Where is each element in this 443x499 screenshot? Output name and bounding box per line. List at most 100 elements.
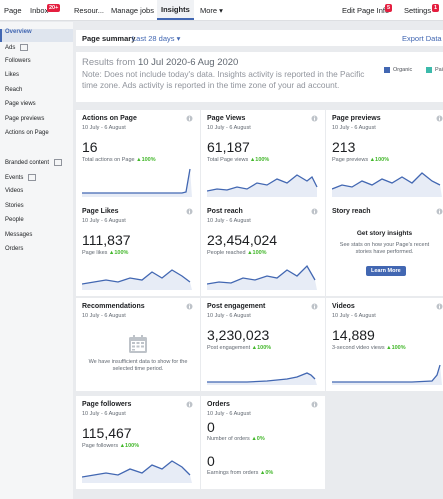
info-icon[interactable] [311,115,318,122]
metric-value: 0 [207,419,215,435]
date-range[interactable]: Last 28 days ▾ [132,34,181,43]
card-date: 10 July - 6 August [82,218,126,224]
card-value: 16 [82,139,98,155]
sidebar-item[interactable]: Followers [5,58,31,64]
card: Page followers 10 July - 6 August 115,467 P… [76,396,200,489]
change: ▲100% [119,443,140,449]
card-date: 10 July - 6 August [82,125,126,131]
nav-item[interactable]: More ▾ [200,6,223,15]
change: ▲0% [251,436,265,442]
info-icon[interactable] [311,303,318,310]
card-label: Page likes ▲100% [82,250,128,256]
info-icon[interactable] [186,115,193,122]
sidebar-item[interactable]: People [5,217,24,223]
card-label: Total Page views ▲100% [207,157,269,163]
sidebar-item[interactable]: Stories [5,203,24,209]
sparkline [82,269,192,290]
metric-label: Page likes [82,250,108,256]
card-title: Page followers [82,401,132,408]
story-heading: Get story insights [356,230,413,237]
change: ▲100% [251,345,272,351]
metric-label: 3-second video views [332,345,385,351]
metric-row: Number of orders ▲0% [207,436,265,442]
card: Post reach 10 July - 6 August 23,454,024 Pe… [201,203,325,296]
sidebar: Overview Ads Followers Likes Reach Page views… [0,22,73,499]
calendar-icon [129,335,147,353]
sidebar-item[interactable]: Actions on Page [5,130,49,136]
card: Page Views 10 July - 6 August 61,187 Total … [201,110,325,203]
metric-label: Total actions on Page [82,157,135,163]
sidebar-item[interactable]: Messages [5,232,33,238]
card: Post engagement 10 July - 6 August 3,230,0… [201,298,325,391]
results-panel: Results from 10 Jul 2020-6 Aug 2020 Note:… [76,52,443,102]
results-dates: 10 Jul 2020-6 Aug 2020 [137,57,239,68]
sparkline [207,264,317,290]
card-title: Story reach [332,208,371,215]
info-icon[interactable] [186,303,193,310]
sidebar-item[interactable]: Branded content [5,159,63,166]
sidebar-item[interactable]: Videos [5,188,24,194]
summary-bar: Page summary Last 28 days ▾ Export Data [76,30,443,46]
sidebar-item[interactable]: Page previews [5,116,45,122]
card-value: 61,187 [207,139,250,155]
sidebar-item[interactable]: Likes [5,72,20,78]
card-title: Recommendations [82,303,145,310]
card-title: Actions on Page [82,115,137,122]
sidebar-item[interactable]: Page views [5,101,36,107]
sidebar-item[interactable]: Ads [5,44,29,51]
metric-value: 0 [207,453,215,469]
metric-label: Page followers [82,443,119,449]
legend-swatch [384,67,390,73]
card-title: Videos [332,303,355,310]
change: ▲100% [249,157,270,163]
card-value: 23,454,024 [207,232,278,248]
nav-item[interactable]: Page [4,6,22,15]
card-title: Orders [207,401,230,408]
card: Story reach Get story insights See stats o… [326,203,443,296]
sidebar-item[interactable]: Orders [5,246,24,252]
insufficient-text: We have insufficient data to show for th… [88,359,188,372]
card-date: 10 July - 6 August [332,313,376,319]
change: ▲100% [386,345,406,351]
card-value: 213 [332,139,356,155]
selected-bg [0,29,73,42]
sidebar-item[interactable]: Events [5,174,37,181]
info-icon[interactable] [186,208,193,215]
info-icon[interactable] [311,401,318,408]
metric-label: Page previews [332,157,369,163]
card: Actions on Page 10 July - 6 August 16 Total… [76,110,200,203]
nav-item[interactable]: Insights [157,0,194,20]
export[interactable]: Export Data [402,34,442,43]
info-icon[interactable] [436,303,443,310]
card-title: Page Likes [82,208,119,215]
card-date: 10 July - 6 August [207,411,251,417]
sparkline [207,174,318,197]
sparkline [82,460,192,483]
sparkline [332,364,442,385]
badge: 20+ [47,4,61,12]
sparkline [82,168,192,197]
learn-more-button[interactable]: Learn More [366,266,406,276]
sidebar-item[interactable]: Overview [5,29,32,35]
card: Page Likes 10 July - 6 August 111,837 Page … [76,203,200,296]
nav-item[interactable]: Settings [404,6,432,15]
legend-label: Paid [435,67,443,73]
card-title: Post reach [207,208,243,215]
nav-item[interactable]: Resour... [74,6,105,15]
card-date: 10 July - 6 August [82,313,126,319]
card-title: Page previews [332,115,381,122]
metric-label: Number of orders [207,436,250,442]
nav-item[interactable]: Edit Page Info [342,6,390,15]
metric-row: Earnings from orders ▲0% [207,470,273,476]
sidebar-item[interactable]: Reach [5,87,23,93]
nav-item[interactable]: Manage jobs [111,6,154,15]
sparkline [332,172,442,197]
nav-item[interactable]: Inbox [30,6,49,15]
info-icon[interactable] [311,208,318,215]
card-date: 10 July - 6 August [207,125,251,131]
metric-label: People reached [207,250,246,256]
info-icon[interactable] [436,208,443,215]
info-icon[interactable] [436,115,443,122]
info-icon[interactable] [186,401,193,408]
